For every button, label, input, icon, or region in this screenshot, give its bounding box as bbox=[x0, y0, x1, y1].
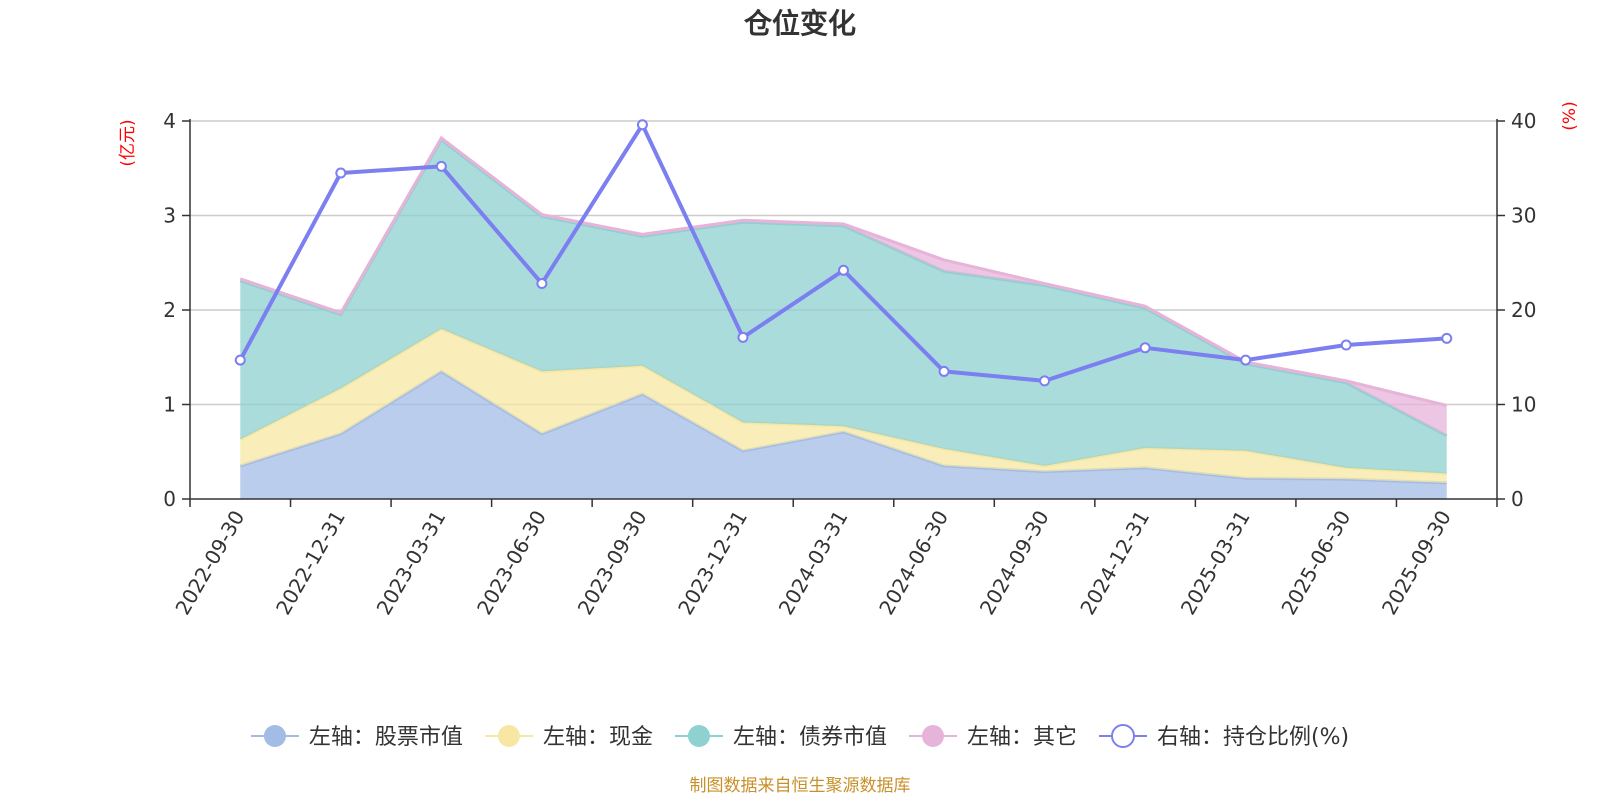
x-axis-category-label: 2025-06-30 bbox=[1276, 506, 1355, 619]
legend-item-3[interactable]: 左轴：债券市值 bbox=[674, 725, 887, 750]
legend-label: 左轴：其它 bbox=[967, 725, 1077, 750]
legend-swatch-marker bbox=[687, 725, 710, 747]
legend-item-5[interactable]: 右轴：持仓比例(%) bbox=[1098, 724, 1349, 750]
left-axis-tick-label: 3 bbox=[163, 204, 176, 228]
legend-swatch-marker bbox=[263, 725, 286, 747]
left-axis-tick-label: 0 bbox=[163, 487, 176, 511]
left-axis-unit: (亿元) bbox=[118, 119, 138, 166]
holding-ratio-point bbox=[1441, 332, 1453, 344]
x-axis-category-label: 2023-12-31 bbox=[673, 506, 752, 619]
x-axis-category-label: 2024-09-30 bbox=[975, 506, 1054, 619]
holding-ratio-point bbox=[536, 278, 548, 290]
area-series-2 bbox=[240, 328, 1447, 483]
x-axis-category-label: 2024-03-31 bbox=[774, 506, 853, 619]
holding-ratio-point bbox=[838, 264, 849, 276]
legend-swatch-marker bbox=[497, 725, 520, 747]
x-axis-category-label: 2024-06-30 bbox=[874, 506, 953, 619]
holding-ratio-point bbox=[636, 119, 648, 131]
stacked-areas bbox=[239, 135, 1448, 499]
x-axis-category-label: 2024-12-31 bbox=[1075, 506, 1154, 619]
legend-item-2[interactable]: 左轴：现金 bbox=[484, 725, 653, 750]
data-source-note: 制图数据来自恒生聚源数据库 bbox=[690, 776, 911, 796]
legend-item-1[interactable]: 左轴：股票市值 bbox=[250, 725, 463, 750]
holding-ratio-point bbox=[1039, 375, 1051, 387]
holding-ratio-point bbox=[335, 167, 347, 179]
x-axis-category-label: 2025-09-30 bbox=[1377, 506, 1456, 619]
right-axis-tick-label: 20 bbox=[1511, 298, 1536, 322]
legend-label: 左轴：股票市值 bbox=[309, 725, 463, 750]
area-series-1 bbox=[240, 371, 1447, 499]
holding-ratio-point bbox=[1240, 354, 1252, 366]
left-axis-tick-label: 2 bbox=[163, 298, 176, 322]
right-axis-tick-label: 0 bbox=[1511, 487, 1524, 511]
holding-ratio-point bbox=[938, 365, 950, 377]
x-axis-category-label: 2022-12-31 bbox=[271, 506, 350, 619]
x-axis-category-label: 2022-09-30 bbox=[170, 506, 249, 619]
holding-ratio-point bbox=[737, 331, 749, 343]
holding-ratio-point bbox=[234, 354, 246, 366]
right-axis-tick-label: 40 bbox=[1511, 109, 1536, 133]
chart-title: 仓位变化 bbox=[744, 7, 856, 40]
x-axis-category-label: 2025-03-31 bbox=[1176, 506, 1255, 619]
legend-swatch-marker bbox=[921, 725, 944, 747]
legend-label: 左轴：现金 bbox=[543, 725, 653, 750]
holding-ratio-point bbox=[435, 160, 447, 172]
x-axis-category-label: 2023-09-30 bbox=[573, 506, 652, 619]
right-axis-tick-label: 30 bbox=[1511, 204, 1536, 228]
legend-label: 右轴：持仓比例(%) bbox=[1157, 725, 1349, 750]
legend-item-4[interactable]: 左轴：其它 bbox=[908, 725, 1077, 750]
legend-label: 左轴：债券市值 bbox=[733, 725, 887, 750]
right-axis-unit: (%) bbox=[1560, 101, 1580, 130]
area-series-3 bbox=[240, 139, 1447, 474]
left-axis-tick-label: 1 bbox=[163, 393, 176, 417]
holding-ratio-point bbox=[1340, 339, 1352, 351]
x-axis-category-label: 2023-06-30 bbox=[472, 506, 551, 619]
legend: 左轴：股票市值 左轴：现金 左轴：债券市值 左轴：其它 右轴：持仓比例(%) bbox=[250, 724, 1349, 750]
holding-ratio-line bbox=[234, 119, 1453, 387]
holding-ratio-point bbox=[1139, 342, 1151, 354]
left-axis-tick-label: 4 bbox=[163, 109, 176, 133]
legend-swatch-marker bbox=[1110, 724, 1135, 748]
x-axis-category-label: 2023-03-31 bbox=[372, 506, 451, 619]
right-axis-tick-label: 10 bbox=[1511, 393, 1536, 417]
